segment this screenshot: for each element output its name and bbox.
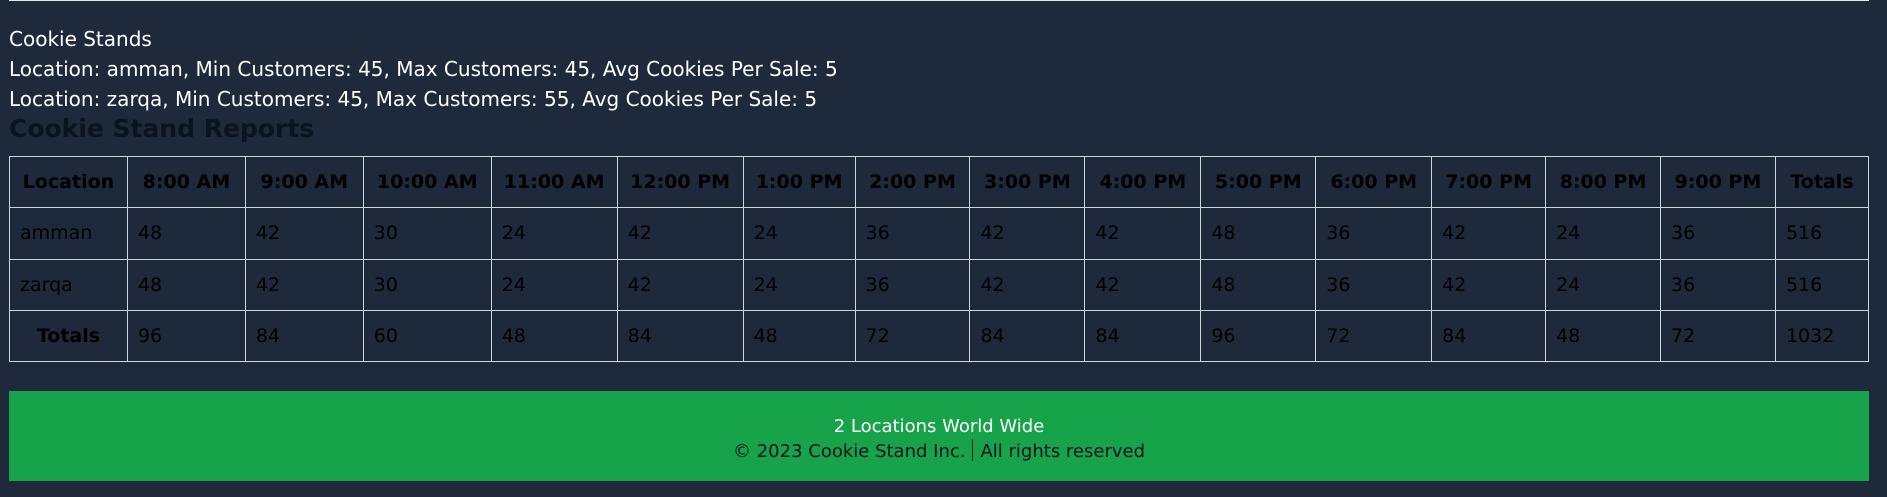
total-cell: 84 — [244, 310, 364, 362]
table-row: zarqa 48 42 30 24 42 24 36 42 42 48 36 4… — [9, 258, 1870, 311]
table-cell: 36 — [1660, 258, 1776, 311]
footer: 2 Locations World Wide © 2023 Cookie Sta… — [9, 391, 1869, 481]
column-header: 7:00 PM — [1431, 156, 1547, 208]
total-cell: 48 — [490, 310, 618, 362]
footer-copyright-line: © 2023 Cookie Stand Inc. All rights reser… — [9, 439, 1869, 464]
table-cell: 24 — [1545, 207, 1662, 260]
total-cell: 96 — [1200, 310, 1317, 362]
column-header: 2:00 PM — [854, 156, 971, 208]
table-cell: 42 — [1084, 207, 1202, 260]
table-cell: 42 — [244, 207, 364, 260]
column-header: 3:00 PM — [969, 156, 1086, 208]
table-row: amman 48 42 30 24 42 24 36 42 42 48 36 4… — [9, 207, 1870, 260]
table-cell: 42 — [969, 207, 1086, 260]
total-cell: 60 — [362, 310, 492, 362]
table-cell: 30 — [362, 207, 492, 260]
total-cell: 72 — [1660, 310, 1776, 362]
column-header: 5:00 PM — [1200, 156, 1317, 208]
table-cell: 42 — [616, 207, 744, 260]
table-cell: 42 — [616, 258, 744, 311]
table-cell: 36 — [1315, 258, 1433, 311]
table-cell: 30 — [362, 258, 492, 311]
column-header: 9:00 PM — [1660, 156, 1776, 208]
table-cell: 36 — [854, 258, 971, 311]
totals-label: Totals — [9, 310, 128, 362]
sales-report-table: Location 8:00 AM 9:00 AM 10:00 AM 11:00 … — [9, 156, 1870, 362]
table-cell: 48 — [1200, 258, 1317, 311]
totals-row: Totals 96 84 60 48 84 48 72 84 84 96 72 … — [9, 310, 1870, 362]
total-cell: 84 — [969, 310, 1086, 362]
total-cell: 72 — [854, 310, 971, 362]
table-cell: 24 — [490, 207, 618, 260]
column-header: Totals — [1774, 156, 1870, 208]
table-cell: 48 — [126, 207, 246, 260]
table-cell: 516 — [1774, 207, 1870, 260]
column-header: 11:00 AM — [490, 156, 618, 208]
table-cell: 42 — [969, 258, 1086, 311]
total-cell: 48 — [1545, 310, 1662, 362]
table-header-row: Location 8:00 AM 9:00 AM 10:00 AM 11:00 … — [9, 156, 1870, 208]
table-cell: 42 — [1431, 207, 1547, 260]
table-cell: amman — [9, 207, 128, 260]
table-cell: 36 — [854, 207, 971, 260]
column-header: 1:00 PM — [742, 156, 856, 208]
column-header: Location — [9, 156, 128, 208]
table-cell: 24 — [742, 258, 856, 311]
total-cell: 72 — [1315, 310, 1433, 362]
table-cell: 42 — [1084, 258, 1202, 311]
total-cell: 84 — [616, 310, 744, 362]
grand-total-cell: 1032 — [1774, 310, 1870, 362]
table-cell: 48 — [1200, 207, 1317, 260]
stands-heading: Cookie Stands — [9, 27, 152, 51]
footer-separator — [972, 439, 974, 461]
table-cell: 42 — [244, 258, 364, 311]
footer-copyright: © 2023 Cookie Stand Inc. — [733, 441, 966, 462]
table-cell: 36 — [1660, 207, 1776, 260]
total-cell: 84 — [1431, 310, 1547, 362]
table-cell: 36 — [1315, 207, 1433, 260]
footer-locations-count: 2 Locations World Wide — [833, 416, 1045, 437]
total-cell: 96 — [126, 310, 246, 362]
column-header: 10:00 AM — [362, 156, 492, 208]
footer-rights: All rights reserved — [980, 441, 1145, 462]
column-header: 8:00 AM — [126, 156, 246, 208]
column-header: 4:00 PM — [1084, 156, 1202, 208]
table-cell: 24 — [1545, 258, 1662, 311]
column-header: 12:00 PM — [616, 156, 744, 208]
stand-item-zarqa: Location: zarqa, Min Customers: 45, Max … — [9, 87, 818, 111]
total-cell: 84 — [1084, 310, 1202, 362]
table-cell: 24 — [490, 258, 618, 311]
table-cell: 24 — [742, 207, 856, 260]
report-title: Cookie Stand Reports — [9, 114, 315, 143]
stand-item-amman: Location: amman, Min Customers: 45, Max … — [9, 57, 838, 81]
column-header: 8:00 PM — [1545, 156, 1662, 208]
table-cell: zarqa — [9, 258, 128, 311]
table-cell: 48 — [126, 258, 246, 311]
total-cell: 48 — [742, 310, 856, 362]
table-cell: 42 — [1431, 258, 1547, 311]
stand-list: Cookie Stands Location: amman, Min Custo… — [9, 24, 838, 114]
table-cell: 516 — [1774, 258, 1870, 311]
column-header: 6:00 PM — [1315, 156, 1433, 208]
top-divider — [9, 0, 1869, 1]
column-header: 9:00 AM — [244, 156, 364, 208]
